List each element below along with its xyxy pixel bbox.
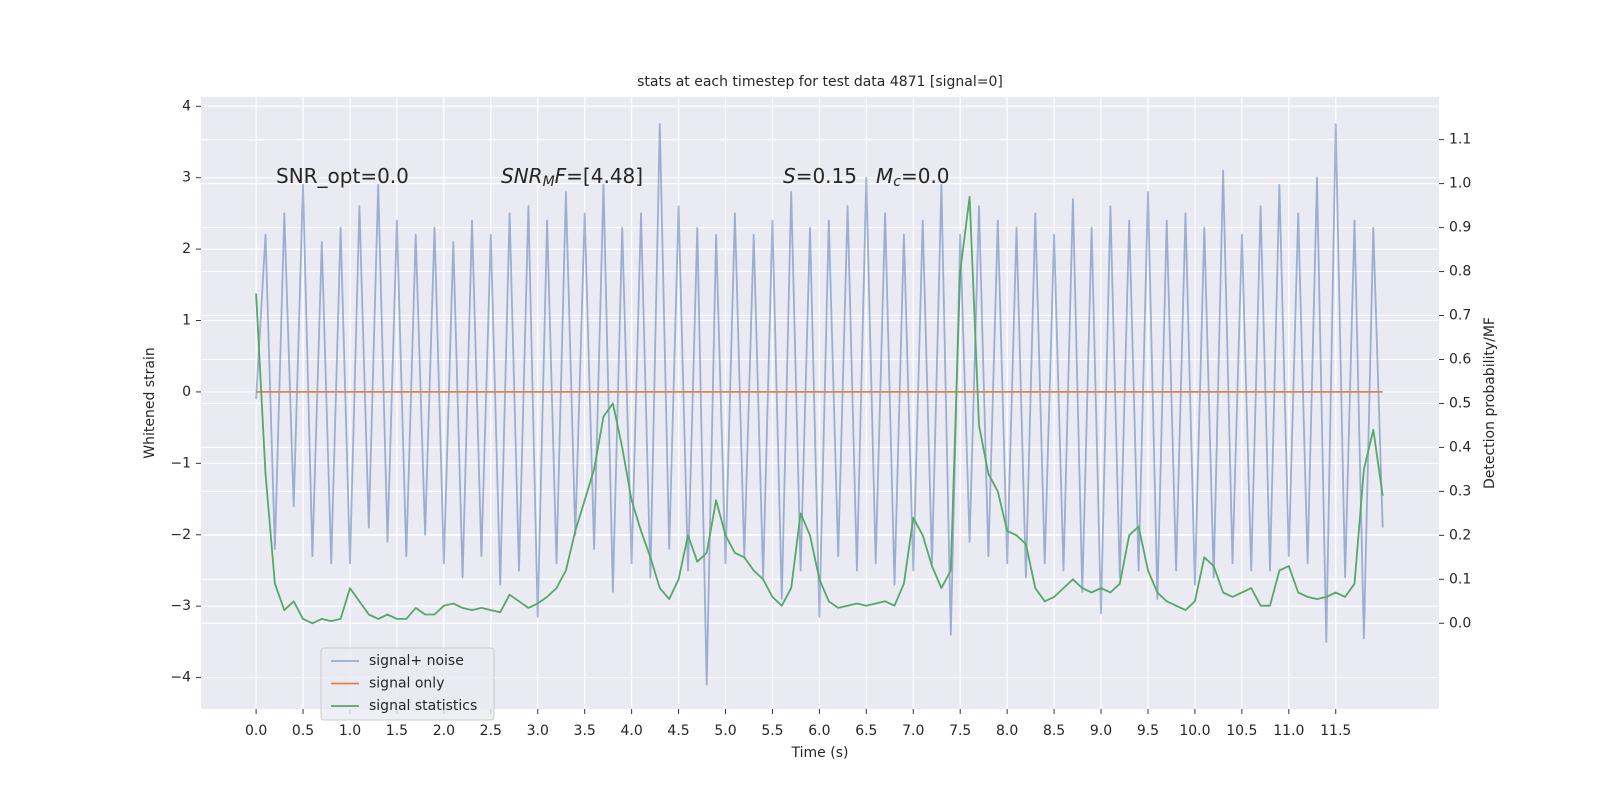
legend-box (320, 647, 495, 721)
y2-tick-label: 0.1 (1449, 571, 1471, 587)
x-tick-label: 10.5 (1226, 723, 1257, 739)
y2-tick-label: 0.7 (1449, 308, 1471, 324)
x-tick-label: 6.0 (808, 723, 830, 739)
x-tick-label: 1.5 (386, 723, 408, 739)
legend-label: signal only (369, 676, 444, 692)
x-tick-label: 9.0 (1090, 723, 1112, 739)
y-axis-label: Whitened strain (142, 347, 158, 458)
x-tick-label: 11.5 (1320, 723, 1351, 739)
series-line (255, 195, 1384, 625)
annotation-part: SNR_opt=0.0 (276, 164, 409, 188)
x-tick-label: 5.5 (761, 723, 783, 739)
x-tick-label: 5.0 (714, 723, 736, 739)
annotation: SNRMF=[4.48] (501, 164, 643, 191)
x-tick-label: 3.0 (527, 723, 549, 739)
x-tick-label: 0.0 (245, 723, 267, 739)
y2-tick-label: 0.5 (1449, 395, 1471, 411)
x-tick-label: 10.0 (1179, 723, 1210, 739)
x-tick-label: 1.0 (339, 723, 361, 739)
annotation: Mc=0.0 (876, 164, 950, 191)
x-tick-label: 9.5 (1137, 723, 1159, 739)
x-tick-label: 0.5 (292, 723, 314, 739)
x-tick-label: 7.5 (949, 723, 971, 739)
annotation-part: S (783, 164, 796, 188)
annotation: SNR_opt=0.0 (276, 164, 409, 188)
y2-tick-label: 1.0 (1449, 176, 1471, 192)
y2-tick-label: 1.1 (1449, 132, 1471, 148)
y2-tick-label: 0.6 (1449, 351, 1471, 367)
y2-tick-label: 0.9 (1449, 220, 1471, 236)
x-tick-label: 6.5 (855, 723, 877, 739)
annotation-part: =[4.48] (566, 164, 643, 188)
annotation-part: F (555, 164, 567, 188)
y-tick-label: 1 (182, 313, 191, 329)
legend-label: signal+ noise (369, 653, 464, 669)
y2-tick-label: 0.3 (1449, 483, 1471, 499)
x-tick-label: 8.5 (1043, 723, 1065, 739)
legend-label: signal statistics (369, 698, 477, 714)
annotation-part: SNR (501, 164, 543, 188)
y2-tick-label: 0.4 (1449, 439, 1471, 455)
annotation-part: =0.0 (901, 164, 950, 188)
y-tick-label: −4 (170, 670, 191, 686)
x-tick-label: 4.5 (667, 723, 689, 739)
y2-tick-label: 0.2 (1449, 527, 1471, 543)
y-tick-label: −2 (170, 527, 191, 543)
y-tick-label: −3 (170, 598, 191, 614)
y-tick-label: 4 (182, 98, 191, 114)
x-tick-label: 8.0 (996, 723, 1018, 739)
annotation-part: M (543, 174, 555, 190)
x-tick-label: 3.5 (574, 723, 596, 739)
y-tick-label: 0 (182, 384, 191, 400)
annotation: S=0.15 (783, 164, 857, 188)
y2-tick-label: 0.0 (1449, 615, 1471, 631)
chart-title: stats at each timestep for test data 487… (637, 74, 1003, 90)
annotation-part: M (876, 164, 893, 188)
annotation-part: =0.15 (796, 164, 857, 188)
x-tick-label: 7.0 (902, 723, 924, 739)
x-tick-label: 4.0 (620, 723, 642, 739)
x-tick-label: 2.0 (433, 723, 455, 739)
y-tick-label: 2 (182, 241, 191, 257)
y-tick-label: 3 (182, 170, 191, 186)
x-tick-label: 2.5 (480, 723, 502, 739)
y-tick-label: −1 (170, 455, 191, 471)
series-line (255, 123, 1384, 686)
x-tick-label: 11.0 (1273, 723, 1304, 739)
y2-tick-label: 0.8 (1449, 264, 1471, 280)
x-axis-label: Time (s) (791, 745, 849, 761)
y2-axis-label: Detection probability/MF (1482, 317, 1498, 489)
annotation-part: c (893, 174, 901, 190)
legend: signal+ noise signal only signal statistic… (320, 647, 495, 721)
